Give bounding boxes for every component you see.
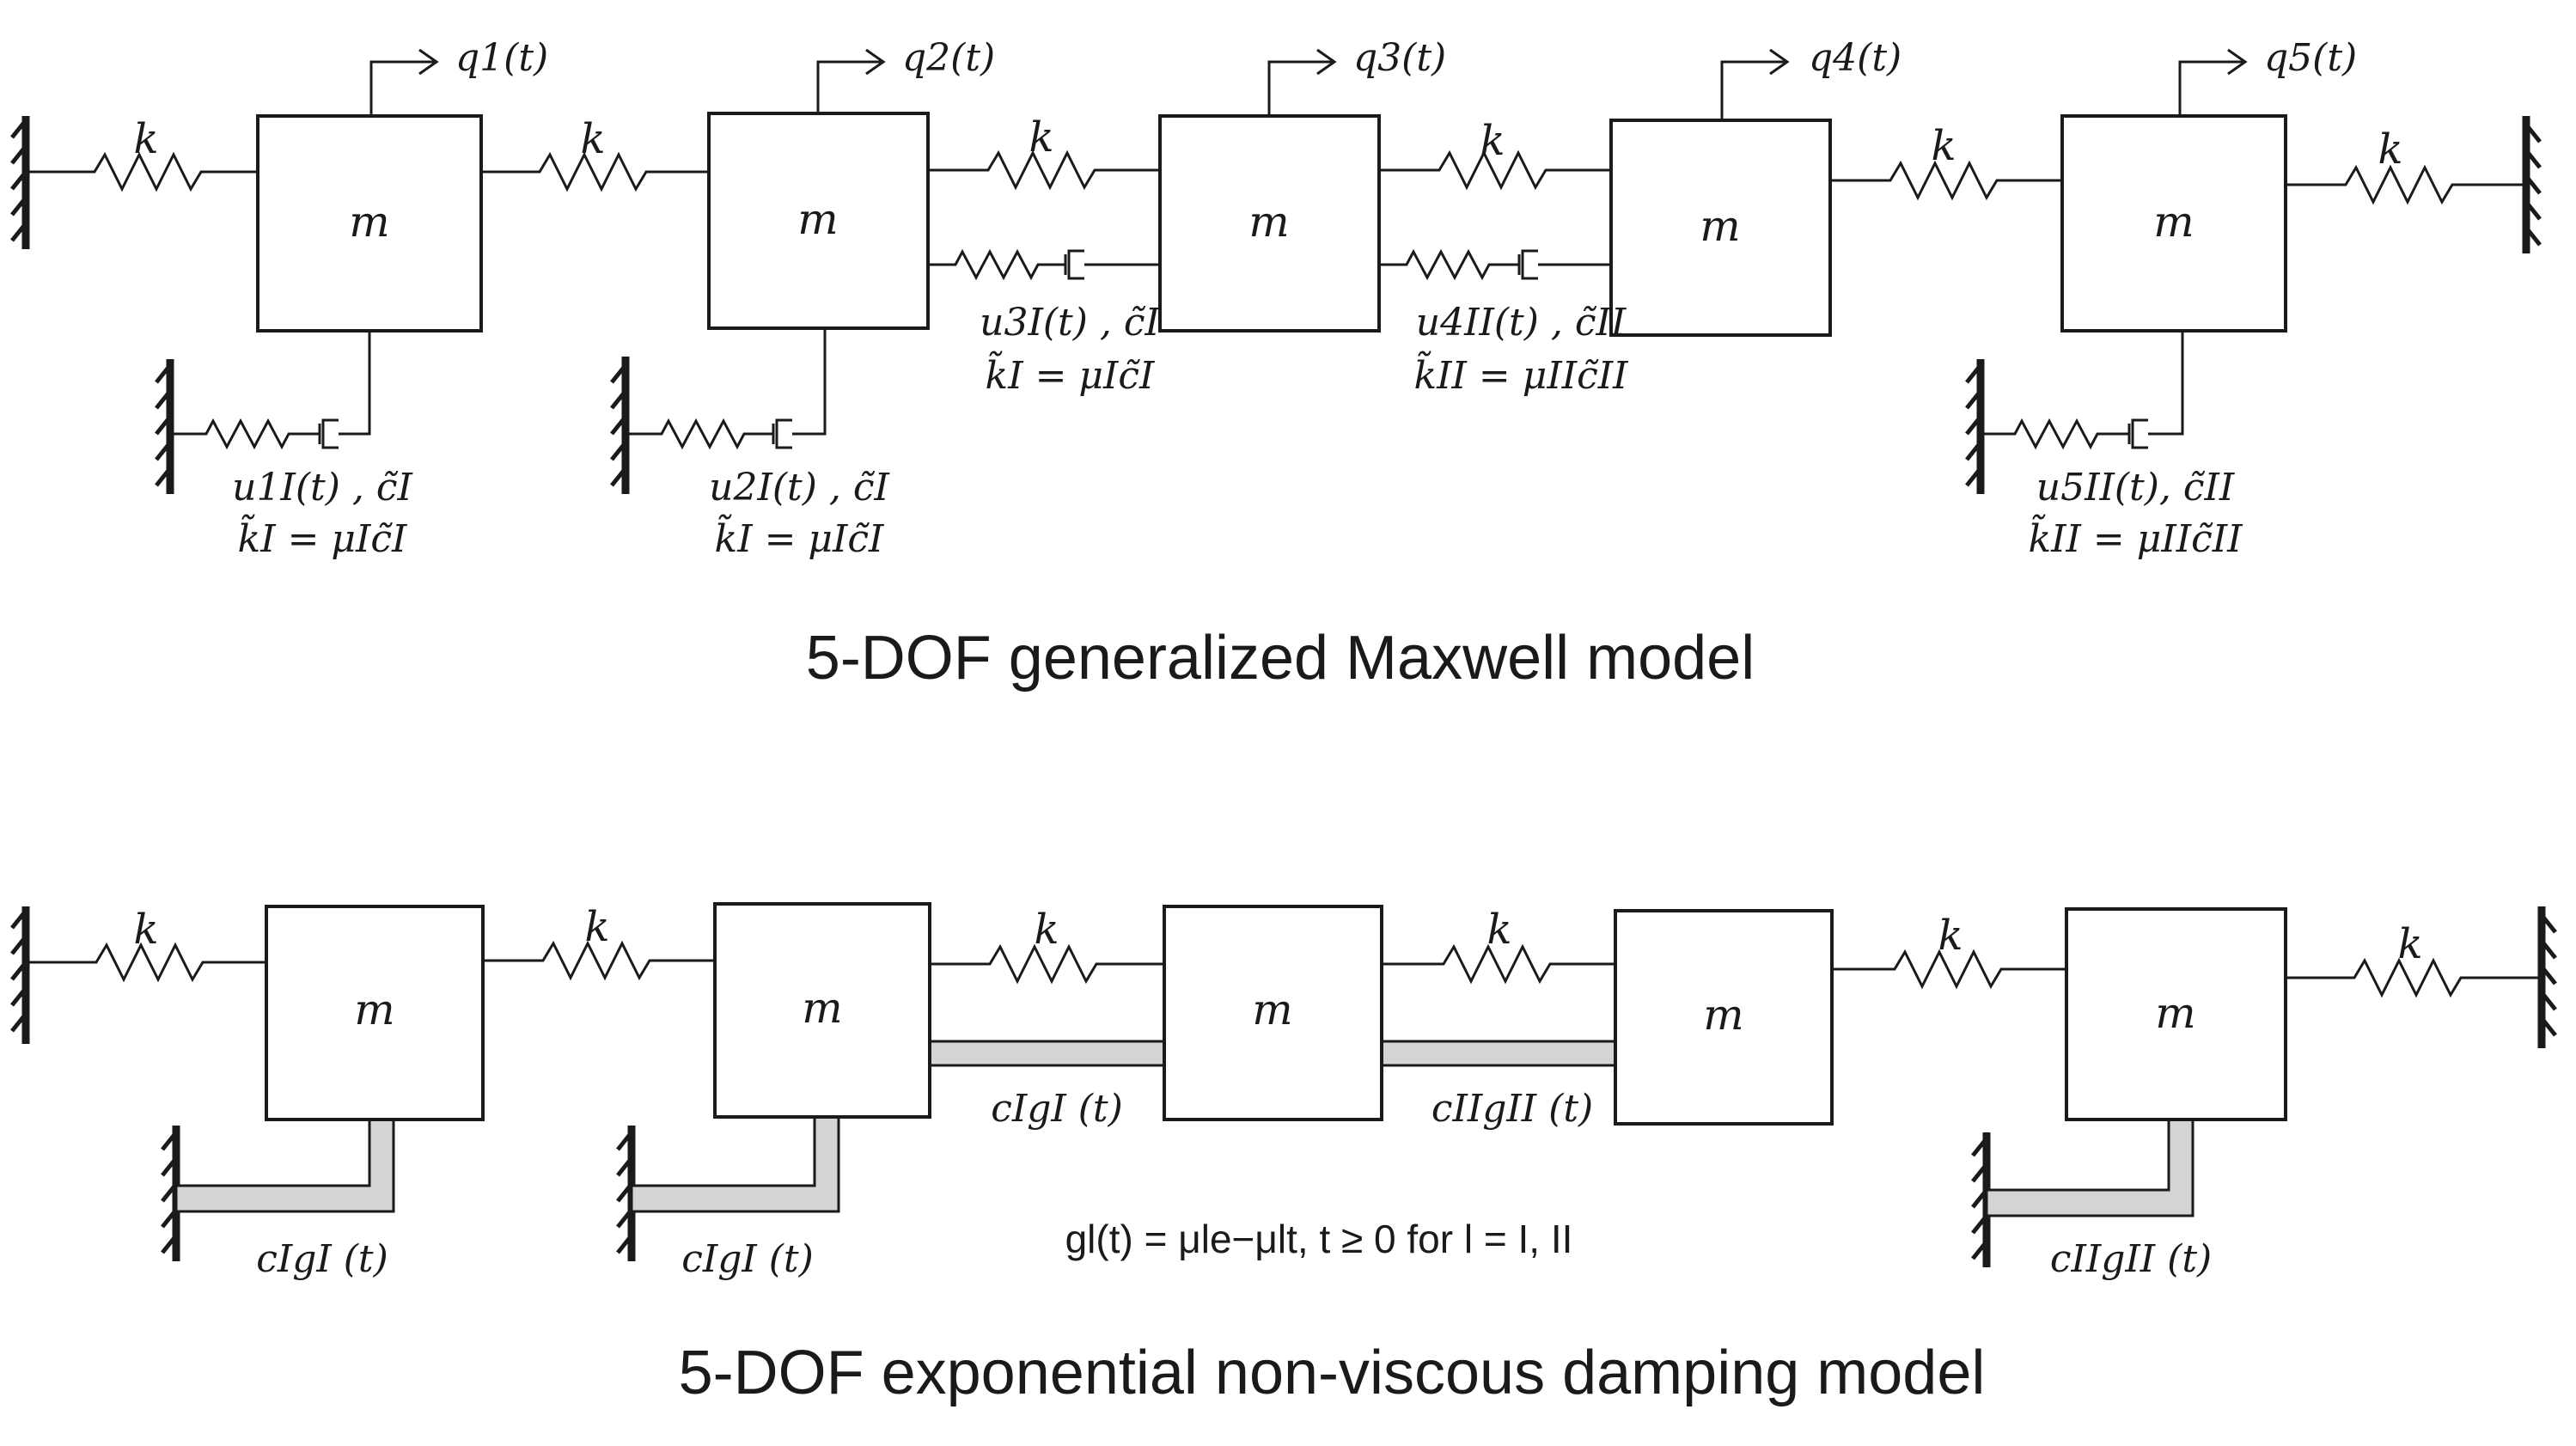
mass-label: m (797, 194, 838, 244)
mass-3 (1158, 114, 1381, 333)
mass-3 (1163, 905, 1383, 1121)
spring-label-k: k (584, 903, 609, 951)
mass-5 (2060, 114, 2287, 333)
maxwell-relation-label-2: k̃I = μIc̃I (715, 513, 886, 561)
kernel-label-m2-ground: cIgI (t) (681, 1237, 814, 1281)
spring-label-k: k (1034, 906, 1059, 954)
maxwell-internal-label-2: u2I(t) , c̃I (709, 466, 890, 509)
mass-1 (256, 114, 483, 333)
spring-m5-wall (2286, 957, 2542, 998)
mass-label: m (349, 197, 389, 247)
kernel-label-m3-m4: cIIgII (t) (1431, 1087, 1593, 1131)
damping-kernel-m2-ground (616, 1115, 840, 1261)
spring-label-k: k (2378, 125, 2402, 174)
dof-label-q2: q2(t) (902, 36, 995, 80)
spring-wall-m1 (26, 151, 258, 192)
spring-m3-m4 (1382, 943, 1615, 985)
dof-label-q1: q1(t) (455, 36, 548, 80)
right-wall (2537, 906, 2557, 1048)
spring-label-k: k (580, 115, 605, 163)
maxwell-internal-label-4: u4II(t) , c̃II (1416, 301, 1627, 345)
spring-m1-m2 (481, 151, 709, 192)
maxwell-relation-label-4: k̃II = μIIc̃II (1413, 350, 1629, 398)
maxwell-element-m5-ground (1965, 331, 2184, 494)
maxwell-internal-label-1: u1I(t) , c̃I (232, 466, 413, 509)
maxwell-element-m2-m3 (928, 248, 1160, 281)
dof-arrow-2 (816, 48, 886, 113)
mass-label: m (2155, 988, 2195, 1038)
nonviscous-model-title: 5-DOF exponential non-viscous damping mo… (679, 1339, 1986, 1407)
spring-m4-m5 (1832, 949, 2066, 990)
spring-label-k: k (1931, 122, 1956, 170)
maxwell-internal-label-5: u5II(t), c̃II (2036, 466, 2236, 509)
left-wall (10, 116, 30, 249)
damping-kernel-m2-m3 (928, 1040, 1166, 1067)
maxwell-element-m2-ground (610, 328, 827, 494)
dof-label-q4: q4(t) (1809, 36, 1901, 80)
mass-label: m (354, 985, 394, 1034)
dof-label-q3: q3(t) (1353, 36, 1446, 80)
spring-label-k: k (1029, 113, 1053, 162)
kernel-label-m2-m3: cIgI (t) (991, 1087, 1123, 1131)
maxwell-element-m3-m4 (1379, 248, 1611, 281)
left-wall (10, 906, 30, 1044)
maxwell-model-title: 5-DOF generalized Maxwell model (806, 624, 1755, 692)
mass-4 (1609, 119, 1832, 337)
dof-arrow-1 (369, 48, 439, 116)
spring-m1-m2 (483, 940, 715, 981)
right-wall (2522, 116, 2542, 253)
maxwell-model: k k k k k k (10, 36, 2542, 692)
nonviscous-model: k k k k k k (10, 902, 2557, 1407)
spring-label-k: k (133, 906, 158, 954)
dof-arrow-3 (1267, 48, 1337, 116)
damping-kernel-m3-m4 (1380, 1040, 1617, 1067)
kernel-label-m1-ground: cIgI (t) (256, 1237, 388, 1281)
mass-2 (713, 902, 931, 1119)
spring-label-k: k (1486, 906, 1511, 954)
mass-label: m (1700, 201, 1740, 251)
maxwell-element-m1-ground (155, 331, 371, 494)
dof-label-q5: q5(t) (2264, 36, 2357, 80)
spring-m5-wall (2286, 164, 2526, 205)
spring-wall-m1 (26, 942, 266, 983)
spring-m3-m4 (1379, 149, 1611, 191)
spring-label-k: k (1938, 912, 1963, 960)
mass-label: m (1248, 197, 1289, 247)
mass-label: m (2153, 197, 2194, 247)
spring-label-k: k (2397, 920, 2422, 968)
spring-label-k: k (133, 115, 158, 163)
mass-label: m (802, 983, 842, 1033)
maxwell-relation-label-3: k̃I = μIc̃I (986, 350, 1157, 398)
kernel-label-m5-ground: cIIgII (t) (2050, 1237, 2212, 1281)
mass-label: m (1252, 985, 1292, 1034)
mass-1 (265, 905, 485, 1121)
mass-4 (1614, 909, 1834, 1126)
spring-m2-m3 (930, 943, 1164, 985)
spring-label-k: k (1480, 117, 1505, 165)
kernel-definition: gl(t) = μle−μlt, t ≥ 0 for l = I, II (1065, 1217, 1573, 1261)
maxwell-relation-label-5: k̃II = μIIc̃II (2028, 513, 2243, 561)
mass-5 (2065, 907, 2287, 1121)
spring-m2-m3 (928, 149, 1160, 191)
dof-arrow-4 (1720, 48, 1790, 120)
maxwell-relation-label-1: k̃I = μIc̃I (238, 513, 409, 561)
dof-arrow-5 (2178, 48, 2248, 116)
mass-label: m (1703, 990, 1743, 1040)
maxwell-internal-label-3: u3I(t) , c̃I (980, 301, 1161, 345)
spring-m4-m5 (1830, 160, 2062, 201)
